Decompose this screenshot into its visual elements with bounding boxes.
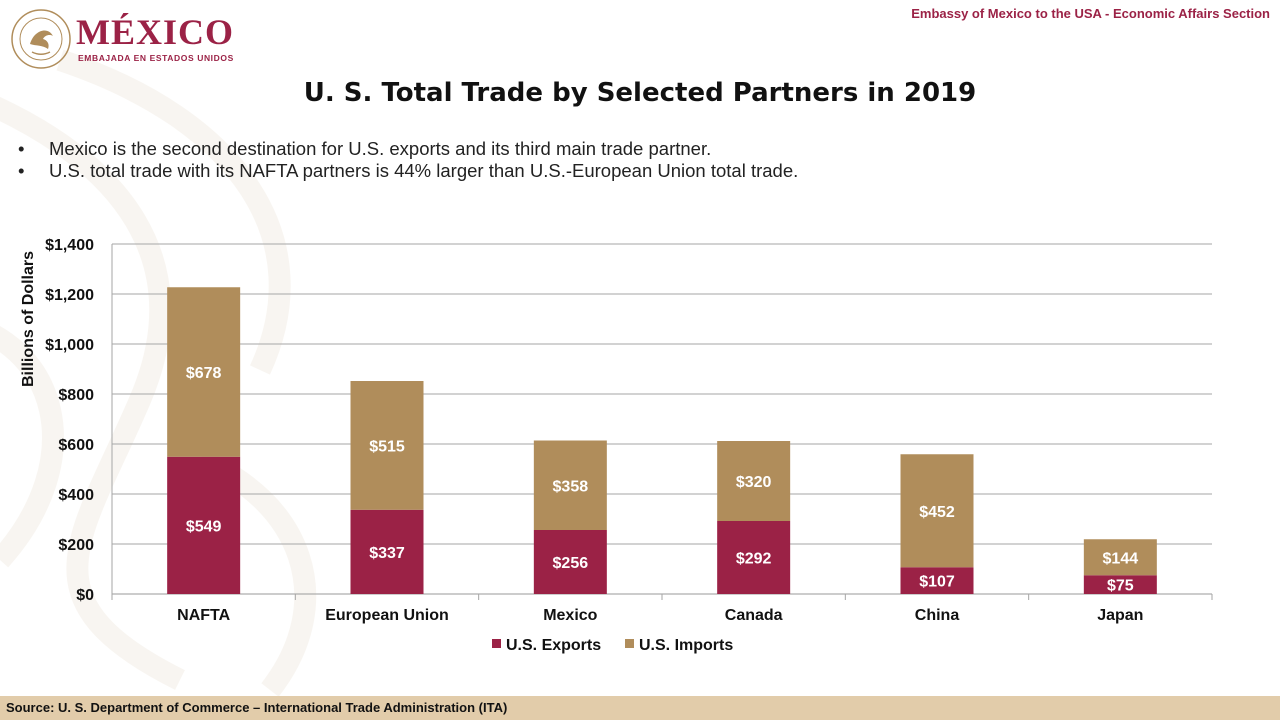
legend-label: U.S. Imports xyxy=(639,637,733,654)
bar-segment-exports xyxy=(350,509,424,594)
data-label: $515 xyxy=(369,438,405,455)
data-label: $144 xyxy=(1103,550,1139,567)
source-note: Source: U. S. Department of Commerce – I… xyxy=(6,700,508,715)
footer-bar: Source: U. S. Department of Commerce – I… xyxy=(0,696,1280,720)
data-label: $320 xyxy=(736,474,772,491)
bar-segment-exports xyxy=(900,567,974,594)
y-tick-label: $800 xyxy=(58,387,94,404)
x-tick-label: Mexico xyxy=(543,607,597,624)
y-axis-label: Billions of Dollars xyxy=(20,251,37,387)
logo-subtitle: EMBAJADA EN ESTADOS UNIDOS xyxy=(78,53,234,63)
y-tick-label: $200 xyxy=(58,537,94,554)
section-label: Embassy of Mexico to the USA - Economic … xyxy=(911,6,1270,21)
mexico-logo: MÉXICO EMBAJADA EN ESTADOS UNIDOS xyxy=(10,8,250,72)
data-label: $337 xyxy=(369,545,405,562)
legend-swatch-imports xyxy=(625,639,634,648)
bar-segment-imports xyxy=(167,287,241,457)
stacked-bar-chart: $0 $200 $400 $600 $800 $1,000 $1,200 $1,400 Bill… xyxy=(20,237,1213,654)
y-tick-label: $1,400 xyxy=(45,237,94,254)
data-label: $107 xyxy=(919,574,955,591)
bullet-list: Mexico is the second destination for U.S… xyxy=(18,138,798,182)
y-tick-label: $1,200 xyxy=(45,287,94,304)
data-label: $256 xyxy=(553,555,589,572)
bullet-item: Mexico is the second destination for U.S… xyxy=(18,138,798,160)
data-label: $292 xyxy=(736,551,772,568)
x-tick-label: European Union xyxy=(325,607,449,624)
bar-segment-exports xyxy=(717,521,791,594)
x-tick-label: China xyxy=(915,607,960,624)
bar-segment-imports xyxy=(350,381,424,510)
bar-segment-imports xyxy=(1083,539,1157,576)
bullet-item: U.S. total trade with its NAFTA partners… xyxy=(18,160,798,182)
x-tick-label: Canada xyxy=(725,607,783,624)
y-tick-label: $400 xyxy=(58,487,94,504)
logo-wordmark: MÉXICO xyxy=(76,12,234,52)
bar-segment-imports xyxy=(900,454,974,568)
bar-segment-exports xyxy=(1083,575,1157,594)
data-label: $678 xyxy=(186,365,222,382)
legend-label: U.S. Exports xyxy=(506,637,601,654)
data-label: $549 xyxy=(186,518,222,535)
y-tick-label: $0 xyxy=(76,587,94,604)
x-tick-label: Japan xyxy=(1097,607,1143,624)
legend-swatch-exports xyxy=(492,639,501,648)
y-tick-label: $1,000 xyxy=(45,337,94,354)
y-tick-label: $600 xyxy=(58,437,94,454)
data-label: $75 xyxy=(1107,578,1134,595)
data-label: $358 xyxy=(553,478,589,495)
slide-title: U. S. Total Trade by Selected Partners i… xyxy=(303,78,977,108)
seal-icon xyxy=(11,9,71,69)
bar-segment-imports xyxy=(717,441,791,521)
bar-segment-imports xyxy=(533,440,607,530)
bar-segment-exports xyxy=(167,456,241,594)
data-label: $452 xyxy=(919,504,955,521)
x-tick-label: NAFTA xyxy=(177,607,230,624)
bar-segment-exports xyxy=(533,530,607,594)
